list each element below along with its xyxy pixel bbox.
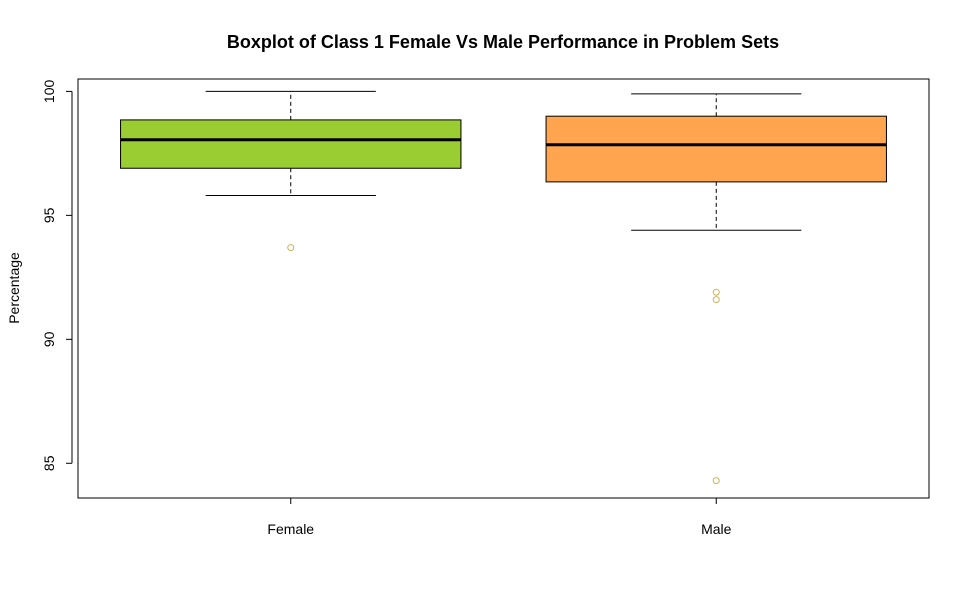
outlier-point: [712, 288, 720, 296]
box-iqr: [120, 119, 462, 169]
box-iqr: [545, 115, 887, 183]
chart-title: Boxplot of Class 1 Female Vs Male Perfor…: [227, 32, 779, 52]
y-tick-label: 85: [41, 455, 57, 471]
x-axis: Female Male: [267, 498, 732, 537]
outlier-point: [287, 244, 295, 252]
x-tick-label: Male: [701, 521, 732, 537]
y-tick-label: 90: [41, 331, 57, 347]
box-male: [545, 93, 887, 485]
outlier-point: [712, 477, 720, 485]
y-tick-label: 95: [41, 207, 57, 223]
outlier-point: [712, 296, 720, 304]
y-tick-label: 100: [41, 80, 57, 104]
x-tick-label: Female: [267, 521, 314, 537]
plot-frame: [77, 78, 930, 499]
y-axis-label: Percentage: [6, 252, 22, 324]
y-axis: 85 90 95 100: [41, 80, 73, 471]
boxes: [120, 90, 887, 485]
box-female: [120, 90, 462, 252]
